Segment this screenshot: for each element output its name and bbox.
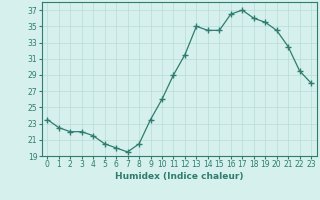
X-axis label: Humidex (Indice chaleur): Humidex (Indice chaleur) — [115, 172, 244, 181]
